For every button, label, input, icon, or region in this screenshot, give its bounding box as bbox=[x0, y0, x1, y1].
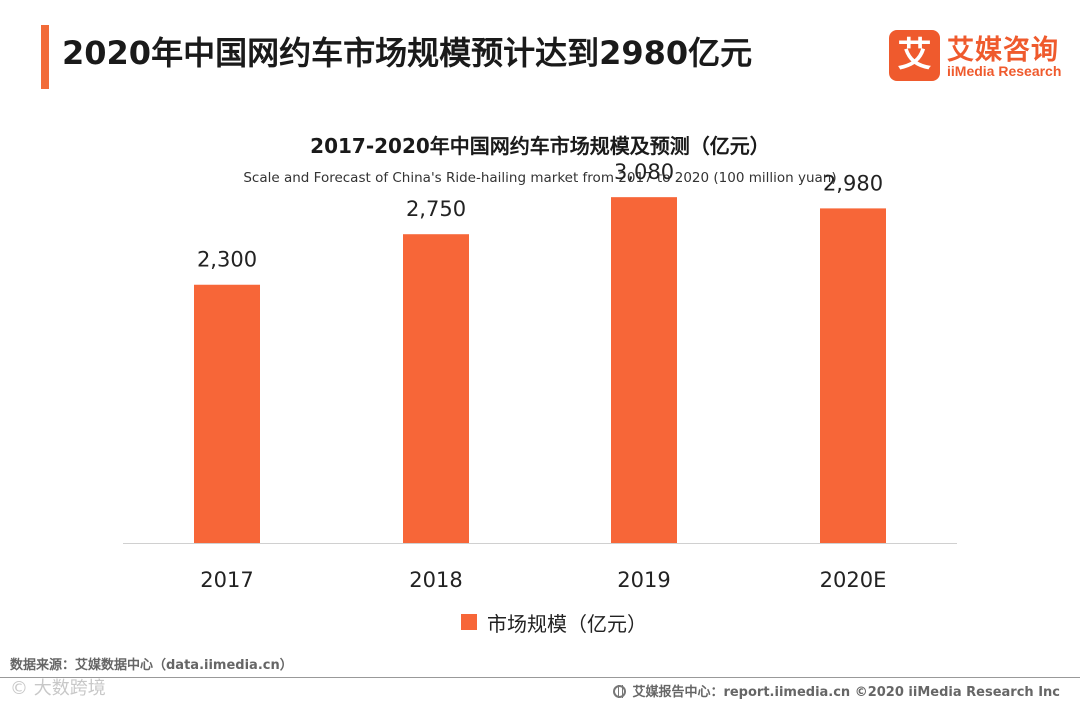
title-accent-bar bbox=[41, 25, 49, 89]
category-label-2019: 2019 bbox=[617, 568, 670, 592]
value-label-2018: 2,750 bbox=[406, 197, 466, 221]
value-label-2017: 2,300 bbox=[197, 248, 257, 272]
brand-mark-icon: 艾 bbox=[889, 30, 940, 81]
legend-label: 市场规模（亿元） bbox=[487, 612, 647, 636]
bar-2017 bbox=[194, 284, 260, 543]
chart-subtitle: Scale and Forecast of China's Ride-haili… bbox=[243, 170, 837, 186]
footer-divider bbox=[0, 677, 1080, 678]
legend-swatch bbox=[461, 614, 477, 630]
value-label-2020E: 2,980 bbox=[823, 171, 883, 195]
bar-2020E bbox=[820, 208, 886, 544]
category-label-2020E: 2020E bbox=[820, 568, 887, 592]
watermark: © 大数跨境 bbox=[10, 678, 106, 699]
footer-report: 艾媒报告中心：report.iimedia.cn ©2020 iiMedia R… bbox=[613, 681, 1060, 700]
chart-title: 2017-2020年中国网约车市场规模及预测（亿元） bbox=[310, 134, 770, 158]
footer-report-text: 艾媒报告中心：report.iimedia.cn ©2020 iiMedia R… bbox=[632, 685, 1060, 700]
bar-group bbox=[194, 197, 886, 544]
page-title: 2020年中国网约车市场规模预计达到2980亿元 bbox=[62, 34, 753, 72]
category-label-2018: 2018 bbox=[409, 568, 462, 592]
value-label-group: 2,300 2,750 3,080 2,980 bbox=[197, 160, 883, 272]
value-label-2019: 3,080 bbox=[614, 160, 674, 184]
bar-2019 bbox=[611, 197, 677, 543]
category-label-2017: 2017 bbox=[200, 568, 253, 592]
brand-name-cn: 艾媒咨询 bbox=[947, 35, 1059, 66]
category-label-group: 2017 2018 2019 2020E bbox=[200, 568, 886, 592]
globe-icon bbox=[613, 685, 627, 698]
bar-2018 bbox=[403, 234, 469, 543]
brand-name-en: iiMedia Research bbox=[947, 63, 1062, 79]
brand-logo: 艾 艾媒咨询 iiMedia Research bbox=[889, 30, 1069, 82]
source-note: 数据来源：艾媒数据中心（data.iimedia.cn） bbox=[10, 658, 293, 673]
